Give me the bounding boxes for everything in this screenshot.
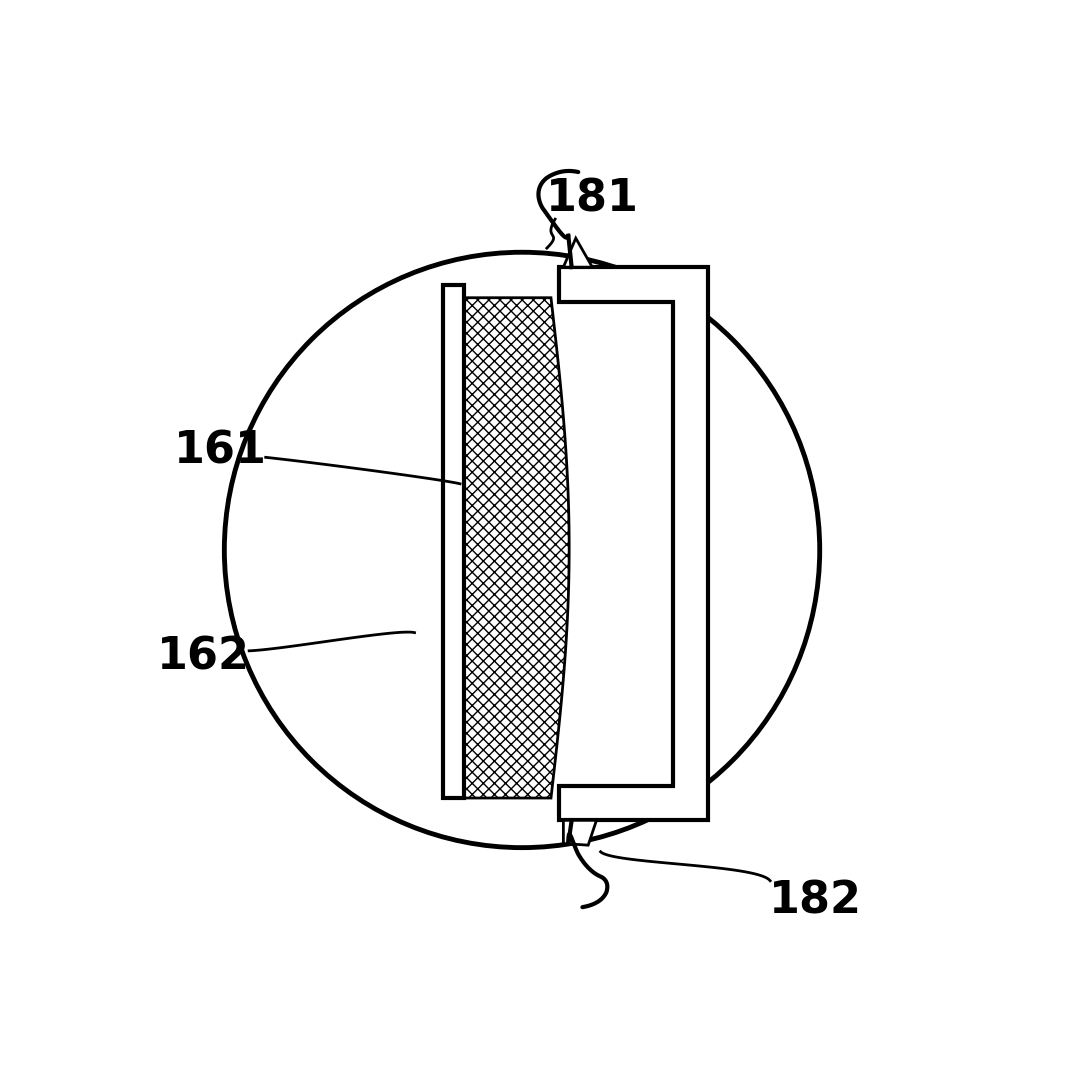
- Text: 182: 182: [769, 880, 862, 922]
- Polygon shape: [444, 285, 464, 798]
- Polygon shape: [464, 297, 569, 798]
- Polygon shape: [559, 267, 708, 820]
- Polygon shape: [563, 238, 592, 267]
- Text: 181: 181: [546, 178, 639, 220]
- Text: 161: 161: [174, 429, 267, 473]
- Polygon shape: [563, 820, 596, 845]
- Text: 162: 162: [157, 636, 250, 678]
